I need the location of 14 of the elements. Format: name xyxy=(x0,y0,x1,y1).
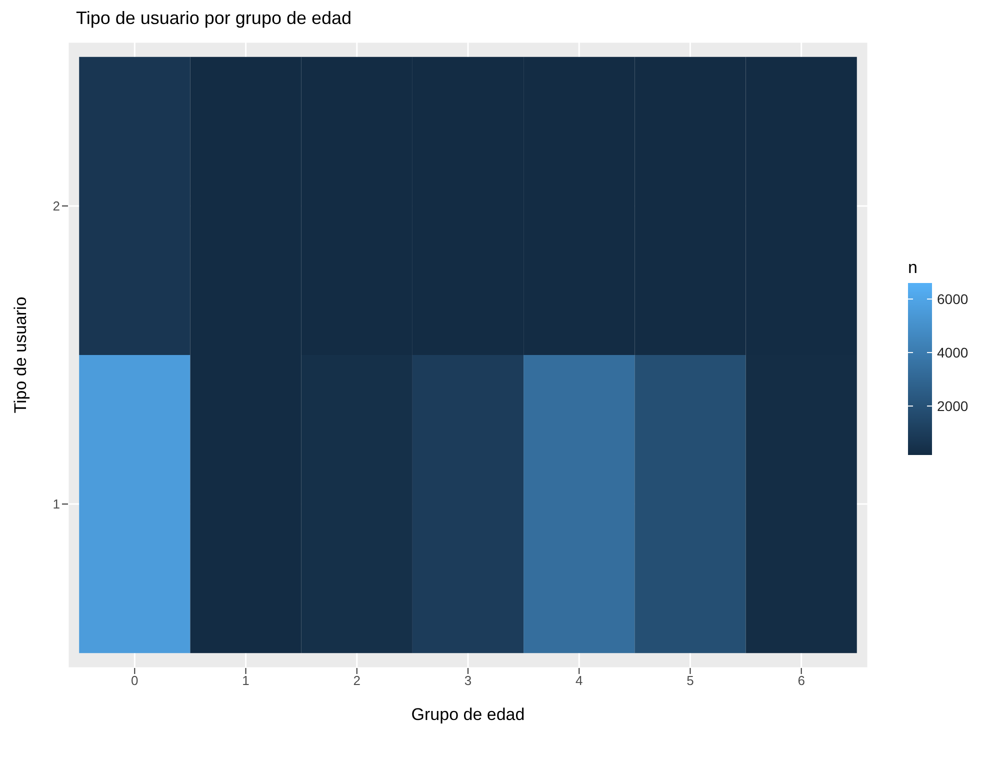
color-bar-label: 6000 xyxy=(937,291,968,308)
color-bar-label: 2000 xyxy=(937,398,968,414)
x-tick-label: 5 xyxy=(686,673,694,688)
x-tick-label: 1 xyxy=(242,673,250,688)
x-axis-title: Grupo de edad xyxy=(411,705,525,724)
x-tick-label: 0 xyxy=(131,673,138,688)
chart-title: Tipo de usuario por grupo de edad xyxy=(76,8,352,29)
color-bar-label: 4000 xyxy=(937,344,968,361)
color-bar-title: n xyxy=(908,258,918,277)
x-tick-label: 4 xyxy=(575,673,583,688)
x-tick-label: 6 xyxy=(798,673,805,688)
y-axis-title: Tipo de usuario xyxy=(11,296,30,414)
x-tick-label: 3 xyxy=(464,673,472,688)
x-tick-label: 2 xyxy=(353,673,361,688)
